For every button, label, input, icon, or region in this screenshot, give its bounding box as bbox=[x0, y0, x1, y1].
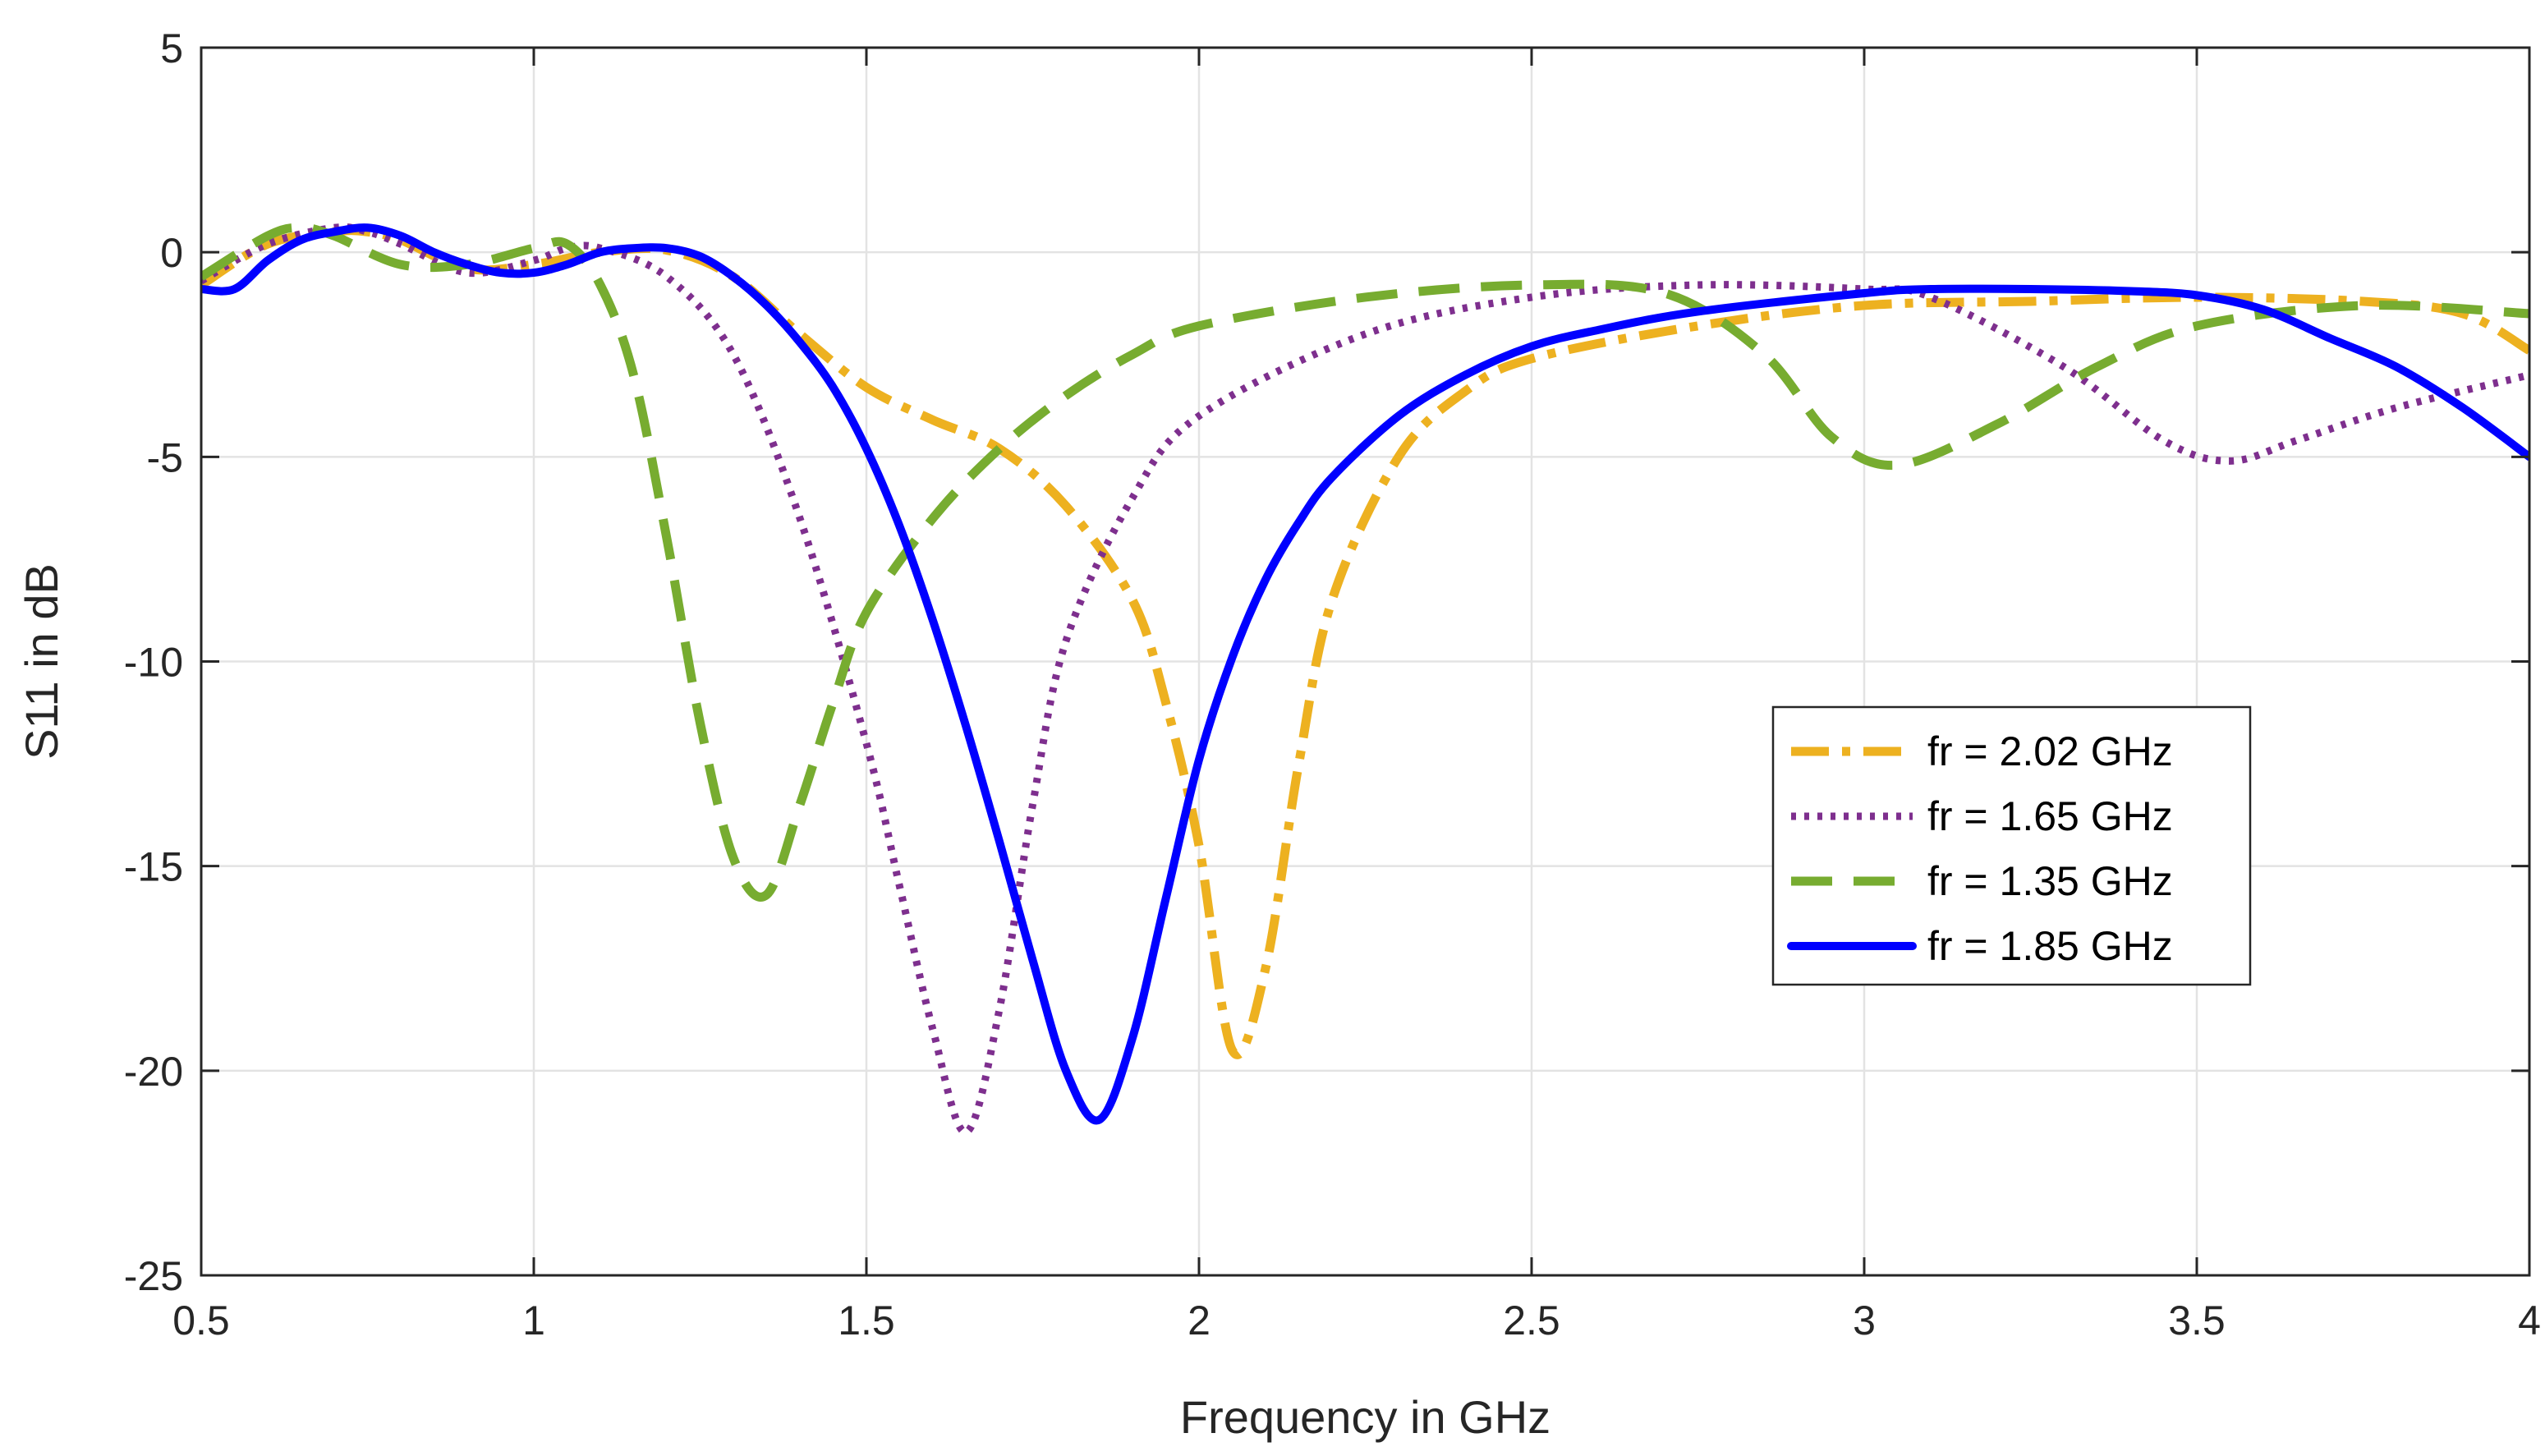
x-tick-label: 1 bbox=[522, 1298, 545, 1343]
y-tick-label: -20 bbox=[124, 1049, 183, 1095]
series-line-fr-2-02-ghz bbox=[201, 226, 2529, 1059]
y-axis-label: S11 in dB bbox=[16, 563, 67, 760]
y-tick-label: 5 bbox=[160, 25, 183, 71]
legend-label: fr = 1.85 GHz bbox=[1927, 923, 2173, 969]
x-tick-label: 0.5 bbox=[172, 1298, 230, 1343]
x-tick-label: 4 bbox=[2518, 1298, 2541, 1343]
series-line-fr-1-35-ghz bbox=[201, 223, 2529, 902]
y-tick-label: 0 bbox=[160, 230, 183, 276]
grid bbox=[201, 48, 2529, 1275]
x-tick-label: 2 bbox=[1188, 1298, 1210, 1343]
ticks: 0.5 1 1.5 2 2.5 3 3.5 4 5 0 -5 -10 -15 -20 -25 bbox=[124, 25, 2541, 1343]
x-axis-label: Frequency in GHz bbox=[1180, 1391, 1550, 1443]
y-tick-label: -10 bbox=[124, 640, 183, 686]
x-tick-label: 3.5 bbox=[2168, 1298, 2226, 1343]
legend-label: fr = 2.02 GHz bbox=[1927, 728, 2173, 774]
legend: fr = 2.02 GHz fr = 1.65 GHz fr = 1.35 GHz f… bbox=[1771, 705, 2252, 986]
legend-label: fr = 1.35 GHz bbox=[1927, 858, 2173, 904]
y-tick-label: -25 bbox=[124, 1253, 183, 1299]
series-line-fr-1-85-ghz bbox=[201, 223, 2529, 1125]
series-group bbox=[201, 223, 2529, 1137]
x-tick-label: 1.5 bbox=[838, 1298, 895, 1343]
y-tick-label: -5 bbox=[147, 434, 183, 480]
series-line-fr-1-65-ghz bbox=[201, 223, 2529, 1137]
legend-box bbox=[1771, 705, 2252, 986]
x-tick-label: 2.5 bbox=[1503, 1298, 1560, 1343]
y-tick-label: -15 bbox=[124, 844, 183, 890]
legend-label: fr = 1.65 GHz bbox=[1927, 793, 2173, 839]
x-tick-label: 3 bbox=[1853, 1298, 1876, 1343]
